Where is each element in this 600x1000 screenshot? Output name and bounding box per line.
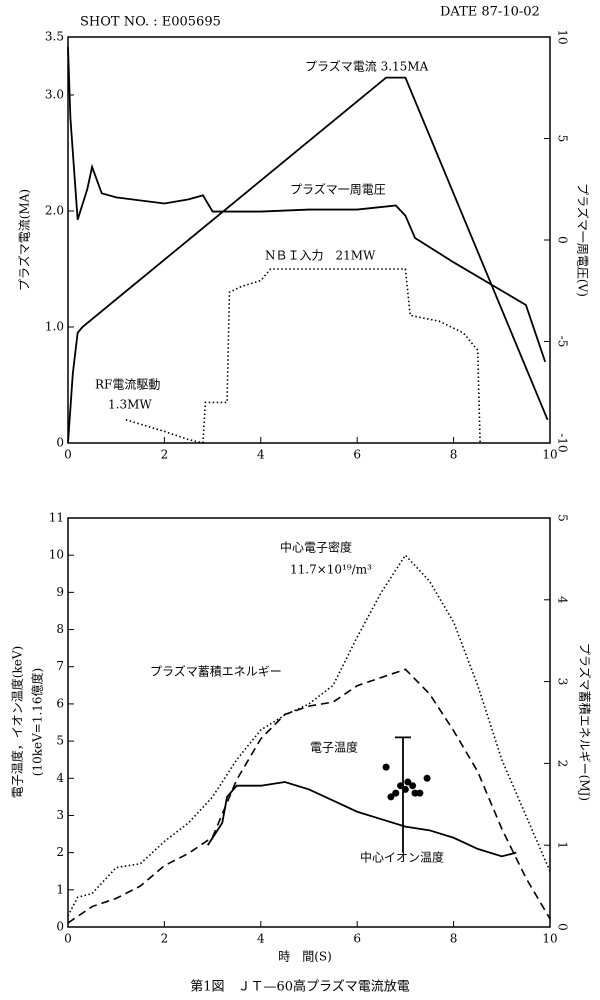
y-tick-label: 9 [56, 585, 64, 599]
series-line [202, 268, 481, 444]
y2-tick-label: 5 [556, 514, 570, 522]
y-tick-label: 0 [56, 436, 64, 450]
x-tick-label: 4 [257, 932, 265, 946]
y-tick-label: 3.5 [45, 30, 64, 44]
y-tick-label: 3.0 [45, 88, 64, 102]
data-point [409, 782, 417, 790]
y-tick-label: 5 [56, 734, 64, 748]
y2-tick-label: 3 [556, 678, 570, 686]
y2-tick-label: 2 [556, 760, 570, 768]
series-line [67, 553, 551, 917]
y-tick-label: 6 [56, 696, 64, 710]
x-tick-label: 8 [450, 448, 458, 462]
x-axis-label: 時 間(S) [278, 950, 332, 964]
data-point [382, 763, 390, 771]
annotation: 11.7×10¹⁹/m³ [290, 563, 372, 577]
x-tick-label: 2 [161, 448, 169, 462]
y-tick-label: 0 [56, 920, 64, 934]
y2-tick-label: 0 [556, 236, 570, 244]
y-axis-label: (10keV=1.16億度) [30, 668, 45, 776]
x-tick-label: 6 [353, 932, 361, 946]
y-axis-label: プラズマ電流(MA) [17, 189, 32, 291]
series-line [67, 76, 549, 444]
y-axis-label: 電子温度，イオン温度(keV) [10, 646, 25, 798]
series-label: プラズマ蓄積エネルギー [150, 664, 282, 679]
x-tick-label: 0 [64, 448, 72, 462]
y-tick-label: 1.0 [45, 320, 64, 334]
y2-axis-label: プラズマ蓄積エネルギー(MJ) [578, 643, 593, 801]
y-tick-label: 11 [49, 511, 64, 525]
y2-axis-label: プラズマ一周電圧(V) [576, 183, 591, 297]
y2-tick-label: 5 [556, 135, 570, 143]
x-tick-label: 4 [257, 448, 265, 462]
y2-tick-label: -5 [556, 336, 570, 348]
series-line [67, 668, 551, 924]
y-tick-label: 3 [56, 808, 64, 822]
y-tick-label: 2.0 [45, 204, 64, 218]
y-tick-label: 7 [56, 659, 64, 673]
y-tick-label: 4 [56, 771, 64, 785]
series-label: プラズマ一周電圧 [290, 182, 386, 197]
series-line [125, 419, 204, 444]
shot-number: SHOT NO. : E005695 [80, 15, 221, 30]
x-tick-label: 10 [542, 932, 557, 946]
caption: 第1図 ＪＴ—60高プラズマ電流放電 [190, 979, 410, 995]
series-label: NＢＩ入力 21MW [265, 249, 376, 263]
series-line [207, 781, 517, 858]
y-tick-label: 2 [56, 845, 64, 859]
annotation: 1.3MW [108, 398, 152, 412]
y2-tick-label: 0 [556, 923, 570, 931]
data-point [387, 793, 395, 801]
x-tick-label: 10 [542, 448, 557, 462]
x-tick-label: 2 [161, 932, 169, 946]
series-line [67, 47, 547, 363]
plot-frame [67, 517, 551, 928]
x-tick-label: 8 [450, 932, 458, 946]
data-point [411, 789, 419, 797]
data-point [404, 778, 412, 786]
data-point [423, 774, 431, 782]
y-tick-label: 1 [56, 882, 64, 896]
series-label: RF電流駆動 [95, 378, 160, 392]
data-point [416, 789, 424, 797]
x-tick-label: 6 [353, 448, 361, 462]
y-tick-label: 8 [56, 622, 64, 636]
series-label: 電子温度 [310, 740, 358, 755]
data-point [392, 789, 400, 797]
y2-tick-label: -10 [556, 433, 570, 452]
series-label: プラズマ電流 3.15MA [305, 59, 429, 74]
y2-tick-label: 1 [556, 841, 570, 849]
x-tick-label: 0 [64, 932, 72, 946]
series-label: 中心電子密度 [280, 540, 352, 555]
y-tick-label: 10 [49, 548, 64, 562]
y2-tick-label: 4 [556, 596, 570, 604]
y2-tick-label: 10 [556, 29, 570, 44]
series-label: 中心イオン温度 [360, 850, 444, 865]
date: DATE 87-10-02 [440, 5, 540, 20]
